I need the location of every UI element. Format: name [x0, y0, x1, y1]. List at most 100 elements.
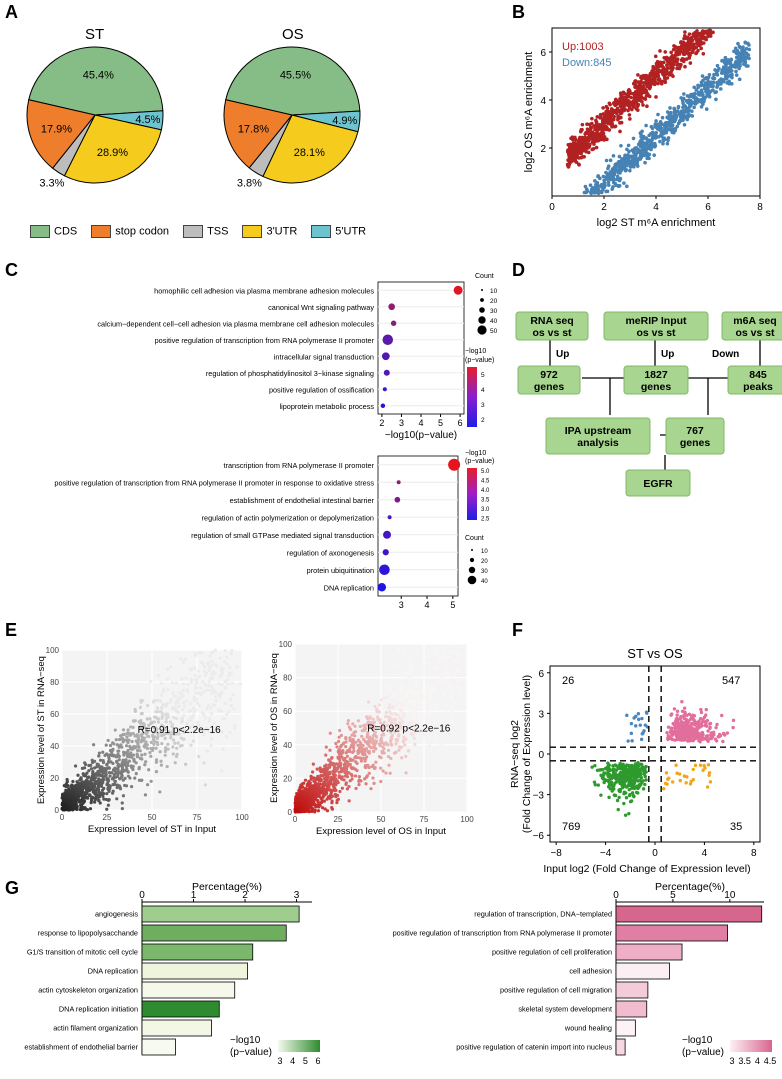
expression-point [307, 804, 311, 808]
expression-point [453, 673, 457, 677]
up-point [635, 103, 639, 107]
expression-point [121, 732, 125, 737]
down-point [715, 80, 720, 85]
legend-title: −log10 [465, 450, 486, 457]
up-point [591, 130, 595, 135]
legend-item: 5'UTR [311, 225, 366, 238]
expression-point [63, 795, 67, 799]
expression-point [325, 776, 329, 780]
expression-point [86, 775, 90, 780]
up-up-point [677, 736, 681, 741]
expression-point [305, 782, 309, 787]
up-point [603, 125, 607, 129]
expression-point [406, 664, 410, 669]
expression-point [168, 665, 173, 669]
up-up-point [704, 734, 709, 739]
expression-point [400, 718, 404, 723]
expression-point [372, 743, 377, 747]
expression-point [396, 648, 401, 652]
expression-point [297, 793, 302, 797]
up-point [679, 40, 683, 45]
expression-point [436, 647, 440, 651]
expression-point [125, 735, 129, 739]
down-point [699, 105, 704, 109]
down-down-point [627, 811, 631, 816]
expression-point [137, 720, 141, 724]
down-point [681, 109, 686, 113]
down-point [747, 56, 751, 61]
expression-point [385, 723, 389, 727]
up-point [626, 88, 631, 93]
go-dot [382, 334, 394, 345]
expression-point [388, 710, 392, 714]
expression-point [206, 688, 210, 692]
expression-point [409, 732, 413, 736]
up-point [652, 80, 656, 85]
up-up-point [700, 737, 704, 741]
up-up-point [686, 739, 690, 743]
up-point [685, 41, 690, 46]
expression-point [166, 667, 170, 671]
down-point [689, 92, 693, 97]
go-dot [453, 285, 463, 295]
up-point [605, 137, 609, 142]
expression-point [156, 710, 160, 714]
expression-point [346, 719, 350, 723]
expression-point [449, 696, 453, 700]
expression-point [165, 712, 169, 716]
down-down-point [641, 779, 645, 783]
expression-point [371, 741, 375, 745]
go-term-label: protein ubiquitination [307, 566, 374, 575]
down-point [649, 124, 654, 129]
up-up-point [675, 709, 680, 713]
down-point [652, 141, 657, 146]
up-point [681, 41, 686, 45]
expression-point [432, 651, 436, 655]
expression-point [216, 727, 220, 731]
expression-point [181, 700, 186, 705]
down-point [746, 64, 750, 68]
expression-point [89, 767, 94, 771]
expression-point [424, 686, 428, 691]
expression-point [113, 754, 117, 758]
down-point [632, 147, 637, 151]
expression-point [408, 699, 412, 703]
up-point [616, 114, 620, 118]
expression-point [317, 785, 321, 789]
down-point [714, 97, 718, 102]
go-term-label: transcription from RNA polymerase II pro… [224, 461, 375, 470]
down-point [584, 187, 589, 192]
down-point [609, 176, 613, 181]
up-point [669, 50, 673, 55]
expression-point [345, 749, 350, 753]
expression-point [166, 715, 170, 719]
down-point [684, 99, 689, 103]
expression-point [69, 802, 73, 806]
expression-point [214, 695, 218, 699]
down-point [711, 84, 715, 89]
expression-point [331, 769, 335, 773]
expression-point [396, 662, 401, 666]
down-point [644, 136, 649, 140]
expression-point [443, 703, 447, 708]
up-up-point [685, 722, 689, 726]
up-point [614, 111, 619, 116]
expression-point [301, 802, 306, 806]
expression-point [350, 777, 354, 781]
down-point [736, 41, 740, 46]
expression-point [213, 662, 217, 667]
expression-point [401, 714, 406, 718]
up-up-point [705, 738, 709, 742]
expression-point [133, 709, 137, 713]
down-point [723, 75, 728, 79]
down-point [716, 69, 720, 73]
expression-point [165, 702, 169, 706]
expression-point [159, 681, 164, 685]
expression-point [303, 790, 307, 794]
expression-point [419, 700, 424, 704]
expression-point [181, 688, 185, 693]
expression-point [117, 749, 121, 753]
expression-point [65, 777, 69, 782]
pie-slice-label: 17.9% [41, 123, 72, 135]
down-point [667, 112, 672, 116]
